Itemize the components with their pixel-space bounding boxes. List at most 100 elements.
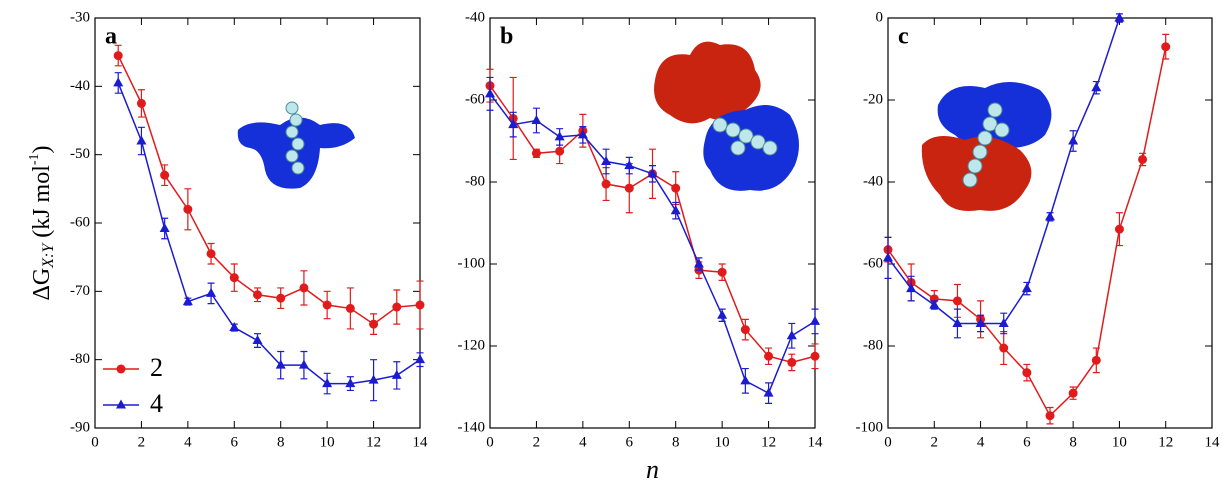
x-tick-label: 14 (1205, 434, 1221, 450)
panel-label: a (105, 24, 117, 50)
y-tick-label: -60 (465, 91, 485, 107)
marker (531, 148, 541, 158)
marker (624, 160, 635, 170)
marker (740, 375, 751, 385)
marker (717, 267, 727, 277)
marker (647, 168, 658, 178)
marker (929, 299, 940, 309)
marker (693, 258, 704, 268)
y-tick-label: -120 (458, 337, 486, 353)
inset-molecule (237, 101, 355, 189)
marker (276, 293, 286, 303)
marker (810, 315, 820, 325)
marker (113, 51, 123, 61)
marker (252, 335, 263, 345)
y-tick-label: -90 (70, 419, 90, 435)
marker (883, 252, 893, 262)
x-tick-label: 6 (626, 434, 634, 450)
marker (1114, 12, 1125, 22)
x-tick-label: 10 (1112, 434, 1127, 450)
marker (415, 300, 425, 310)
y-tick-label: -140 (458, 419, 486, 435)
marker (160, 170, 170, 180)
y-label-close: ) (29, 145, 55, 153)
marker (299, 283, 309, 293)
y-tick-label: -80 (70, 351, 90, 367)
marker (136, 98, 146, 108)
inset-molecule (654, 41, 799, 191)
y-tick-label: -50 (70, 146, 90, 162)
marker (182, 296, 193, 306)
x-tick-label: 2 (533, 434, 541, 450)
x-tick-label: 6 (231, 434, 239, 450)
x-tick-label: 4 (579, 434, 587, 450)
marker (952, 296, 962, 306)
marker (786, 330, 797, 340)
x-tick-label: 0 (91, 434, 99, 450)
marker (531, 115, 542, 124)
marker (391, 369, 402, 379)
y-axis-label: ΔGX:Y (kJ mol-1) (27, 145, 56, 300)
marker (601, 179, 611, 189)
x-tick-label: 8 (277, 434, 285, 450)
x-tick-label: 0 (486, 434, 494, 450)
marker (368, 374, 379, 384)
x-tick-label: 4 (184, 434, 192, 450)
y-tick-label: -80 (863, 337, 883, 353)
series-line (117, 55, 421, 326)
marker (275, 359, 286, 369)
marker (206, 287, 217, 297)
x-tick-label: 2 (931, 434, 939, 450)
marker (322, 300, 332, 310)
x-tick-label: 10 (320, 434, 335, 450)
marker (810, 351, 820, 361)
x-tick-label: 2 (138, 434, 146, 450)
marker (1091, 355, 1101, 365)
marker (1045, 411, 1055, 421)
plot-frame (887, 17, 1213, 429)
marker (1022, 368, 1032, 378)
series-line (117, 82, 421, 385)
marker (555, 146, 565, 156)
y-tick-label: -60 (70, 214, 90, 230)
marker (998, 317, 1009, 327)
marker (1045, 211, 1055, 221)
marker (740, 325, 750, 335)
x-tick-label: 0 (884, 434, 892, 450)
marker (554, 131, 565, 141)
marker (1021, 283, 1032, 293)
marker (764, 351, 774, 361)
x-tick-label: 12 (761, 434, 776, 450)
y-label-symbol: ΔG (29, 268, 55, 301)
y-tick-label: -80 (465, 173, 485, 189)
marker (717, 309, 728, 319)
plot-frame (489, 17, 816, 429)
marker (624, 183, 634, 193)
marker (183, 204, 193, 214)
x-tick-label: 10 (715, 434, 730, 450)
marker (787, 357, 797, 367)
marker (253, 290, 262, 300)
marker (298, 359, 309, 369)
legend-label: 2 (150, 353, 163, 382)
marker (229, 322, 240, 332)
y-tick-label: -100 (856, 419, 884, 435)
y-tick-label: -20 (863, 91, 883, 107)
marker (670, 205, 681, 215)
marker (671, 183, 681, 193)
x-tick-label: 4 (977, 434, 985, 450)
x-axis-label: n (646, 455, 659, 484)
panel-label: b (500, 24, 513, 50)
y-tick-label: -70 (70, 283, 90, 299)
y-tick-label: -40 (70, 78, 90, 94)
marker (1114, 224, 1124, 234)
marker (952, 317, 963, 327)
y-tick-label: -40 (863, 173, 883, 189)
marker (485, 88, 495, 98)
marker (1138, 154, 1148, 164)
marker (345, 303, 355, 313)
x-tick-label: 12 (1158, 434, 1173, 450)
marker (229, 273, 239, 283)
marker (206, 249, 216, 259)
